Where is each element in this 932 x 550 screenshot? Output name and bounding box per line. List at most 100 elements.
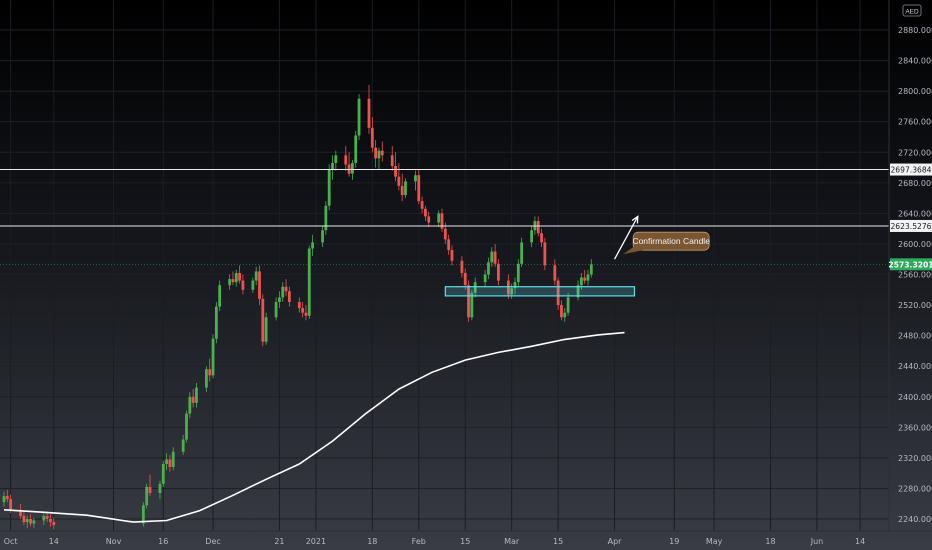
candle-body bbox=[420, 201, 424, 209]
candle bbox=[2, 491, 6, 507]
candle bbox=[284, 279, 288, 296]
candle-body bbox=[45, 515, 49, 519]
candle-body bbox=[467, 285, 470, 318]
candle bbox=[278, 291, 281, 309]
candle bbox=[370, 117, 374, 153]
candle-body bbox=[397, 176, 401, 186]
candle bbox=[211, 334, 215, 379]
candle-body bbox=[264, 317, 268, 342]
candle bbox=[543, 237, 547, 270]
candle-body bbox=[254, 271, 258, 281]
candle-body bbox=[234, 272, 238, 283]
y-tick-label: 2880.0000 bbox=[898, 26, 932, 35]
chart-grid bbox=[0, 0, 889, 531]
candle bbox=[148, 474, 152, 497]
y-tick-label: 2440.0000 bbox=[898, 362, 932, 371]
candle-body bbox=[211, 338, 215, 376]
candle-body bbox=[29, 519, 32, 524]
candle bbox=[437, 210, 441, 228]
candle-body bbox=[258, 271, 261, 299]
candle bbox=[424, 205, 427, 222]
candle-body bbox=[483, 274, 487, 283]
candle bbox=[530, 225, 533, 247]
candle bbox=[171, 447, 175, 471]
candle bbox=[327, 164, 331, 211]
confirmation-annotation: Confirmation Candle bbox=[623, 231, 710, 255]
candle bbox=[141, 502, 145, 527]
candle-body bbox=[563, 312, 567, 318]
candle bbox=[214, 302, 218, 344]
candle-body bbox=[165, 459, 168, 464]
candle bbox=[165, 453, 168, 471]
candle bbox=[420, 196, 424, 214]
candle bbox=[331, 155, 334, 180]
arrow-head bbox=[631, 215, 639, 224]
candle-body bbox=[556, 280, 560, 306]
candle-body bbox=[536, 221, 540, 234]
x-tick-label: Nov bbox=[106, 537, 122, 546]
candle-body bbox=[374, 147, 378, 159]
annotation-text: Confirmation Candle bbox=[632, 236, 710, 246]
y-tick-label: 2480.0000 bbox=[898, 332, 932, 341]
candle bbox=[404, 178, 407, 199]
candle-body bbox=[208, 369, 212, 376]
candle-body bbox=[370, 127, 374, 148]
candle-body bbox=[22, 515, 26, 523]
candle-body bbox=[214, 306, 218, 339]
x-tick-label: 18 bbox=[765, 537, 775, 546]
x-tick-label: 19 bbox=[669, 537, 679, 546]
y-tick-label: 2360.0000 bbox=[898, 423, 932, 432]
y-tick-label: 2680.0000 bbox=[898, 179, 932, 188]
candle-body bbox=[241, 280, 245, 290]
candle-body bbox=[490, 251, 494, 263]
x-tick-label: Apr bbox=[608, 537, 623, 546]
x-tick-label: Jun bbox=[810, 537, 824, 546]
candle bbox=[414, 170, 417, 191]
candle-body bbox=[513, 282, 517, 289]
x-tick-label: 21 bbox=[274, 537, 284, 546]
candle bbox=[450, 245, 454, 266]
candle-body bbox=[324, 205, 328, 231]
y-tick-label: 2560.0000 bbox=[898, 271, 932, 280]
candle-body bbox=[414, 175, 417, 182]
candle bbox=[473, 277, 477, 298]
price-tag-text: 2573.3201 bbox=[888, 260, 932, 269]
candle-body bbox=[493, 251, 497, 264]
x-tick-label: Oct bbox=[4, 537, 18, 546]
candle-body bbox=[344, 155, 348, 165]
candle bbox=[390, 146, 394, 171]
candle-body bbox=[427, 216, 431, 223]
candle-body bbox=[231, 279, 235, 283]
candle bbox=[311, 234, 314, 257]
candle bbox=[540, 228, 543, 247]
y-tick-label: 2760.0000 bbox=[898, 118, 932, 127]
candle-body bbox=[168, 459, 172, 468]
candle bbox=[357, 94, 361, 141]
candle bbox=[447, 234, 451, 255]
up-arrow bbox=[613, 215, 639, 260]
candle-body bbox=[191, 396, 195, 403]
candle-body bbox=[443, 228, 447, 240]
candle bbox=[254, 266, 258, 286]
x-tick-label: Dec bbox=[205, 537, 220, 546]
candle-body bbox=[510, 288, 514, 295]
candle bbox=[185, 410, 188, 443]
candle-body bbox=[284, 286, 288, 292]
candle bbox=[29, 514, 32, 527]
support-zone bbox=[444, 286, 636, 297]
horizontal-lines bbox=[0, 169, 889, 265]
candle bbox=[238, 265, 241, 284]
annotation-box bbox=[632, 231, 710, 251]
candle bbox=[583, 269, 587, 284]
candle bbox=[195, 382, 198, 408]
candle-body bbox=[543, 242, 547, 266]
arrow-shaft bbox=[613, 216, 639, 260]
candle bbox=[344, 146, 348, 171]
candle bbox=[5, 489, 9, 503]
candle bbox=[576, 280, 580, 301]
x-tick-label: 15 bbox=[553, 537, 563, 546]
candle-body bbox=[404, 181, 407, 196]
candle-body bbox=[9, 499, 13, 510]
candle-body bbox=[278, 297, 281, 303]
